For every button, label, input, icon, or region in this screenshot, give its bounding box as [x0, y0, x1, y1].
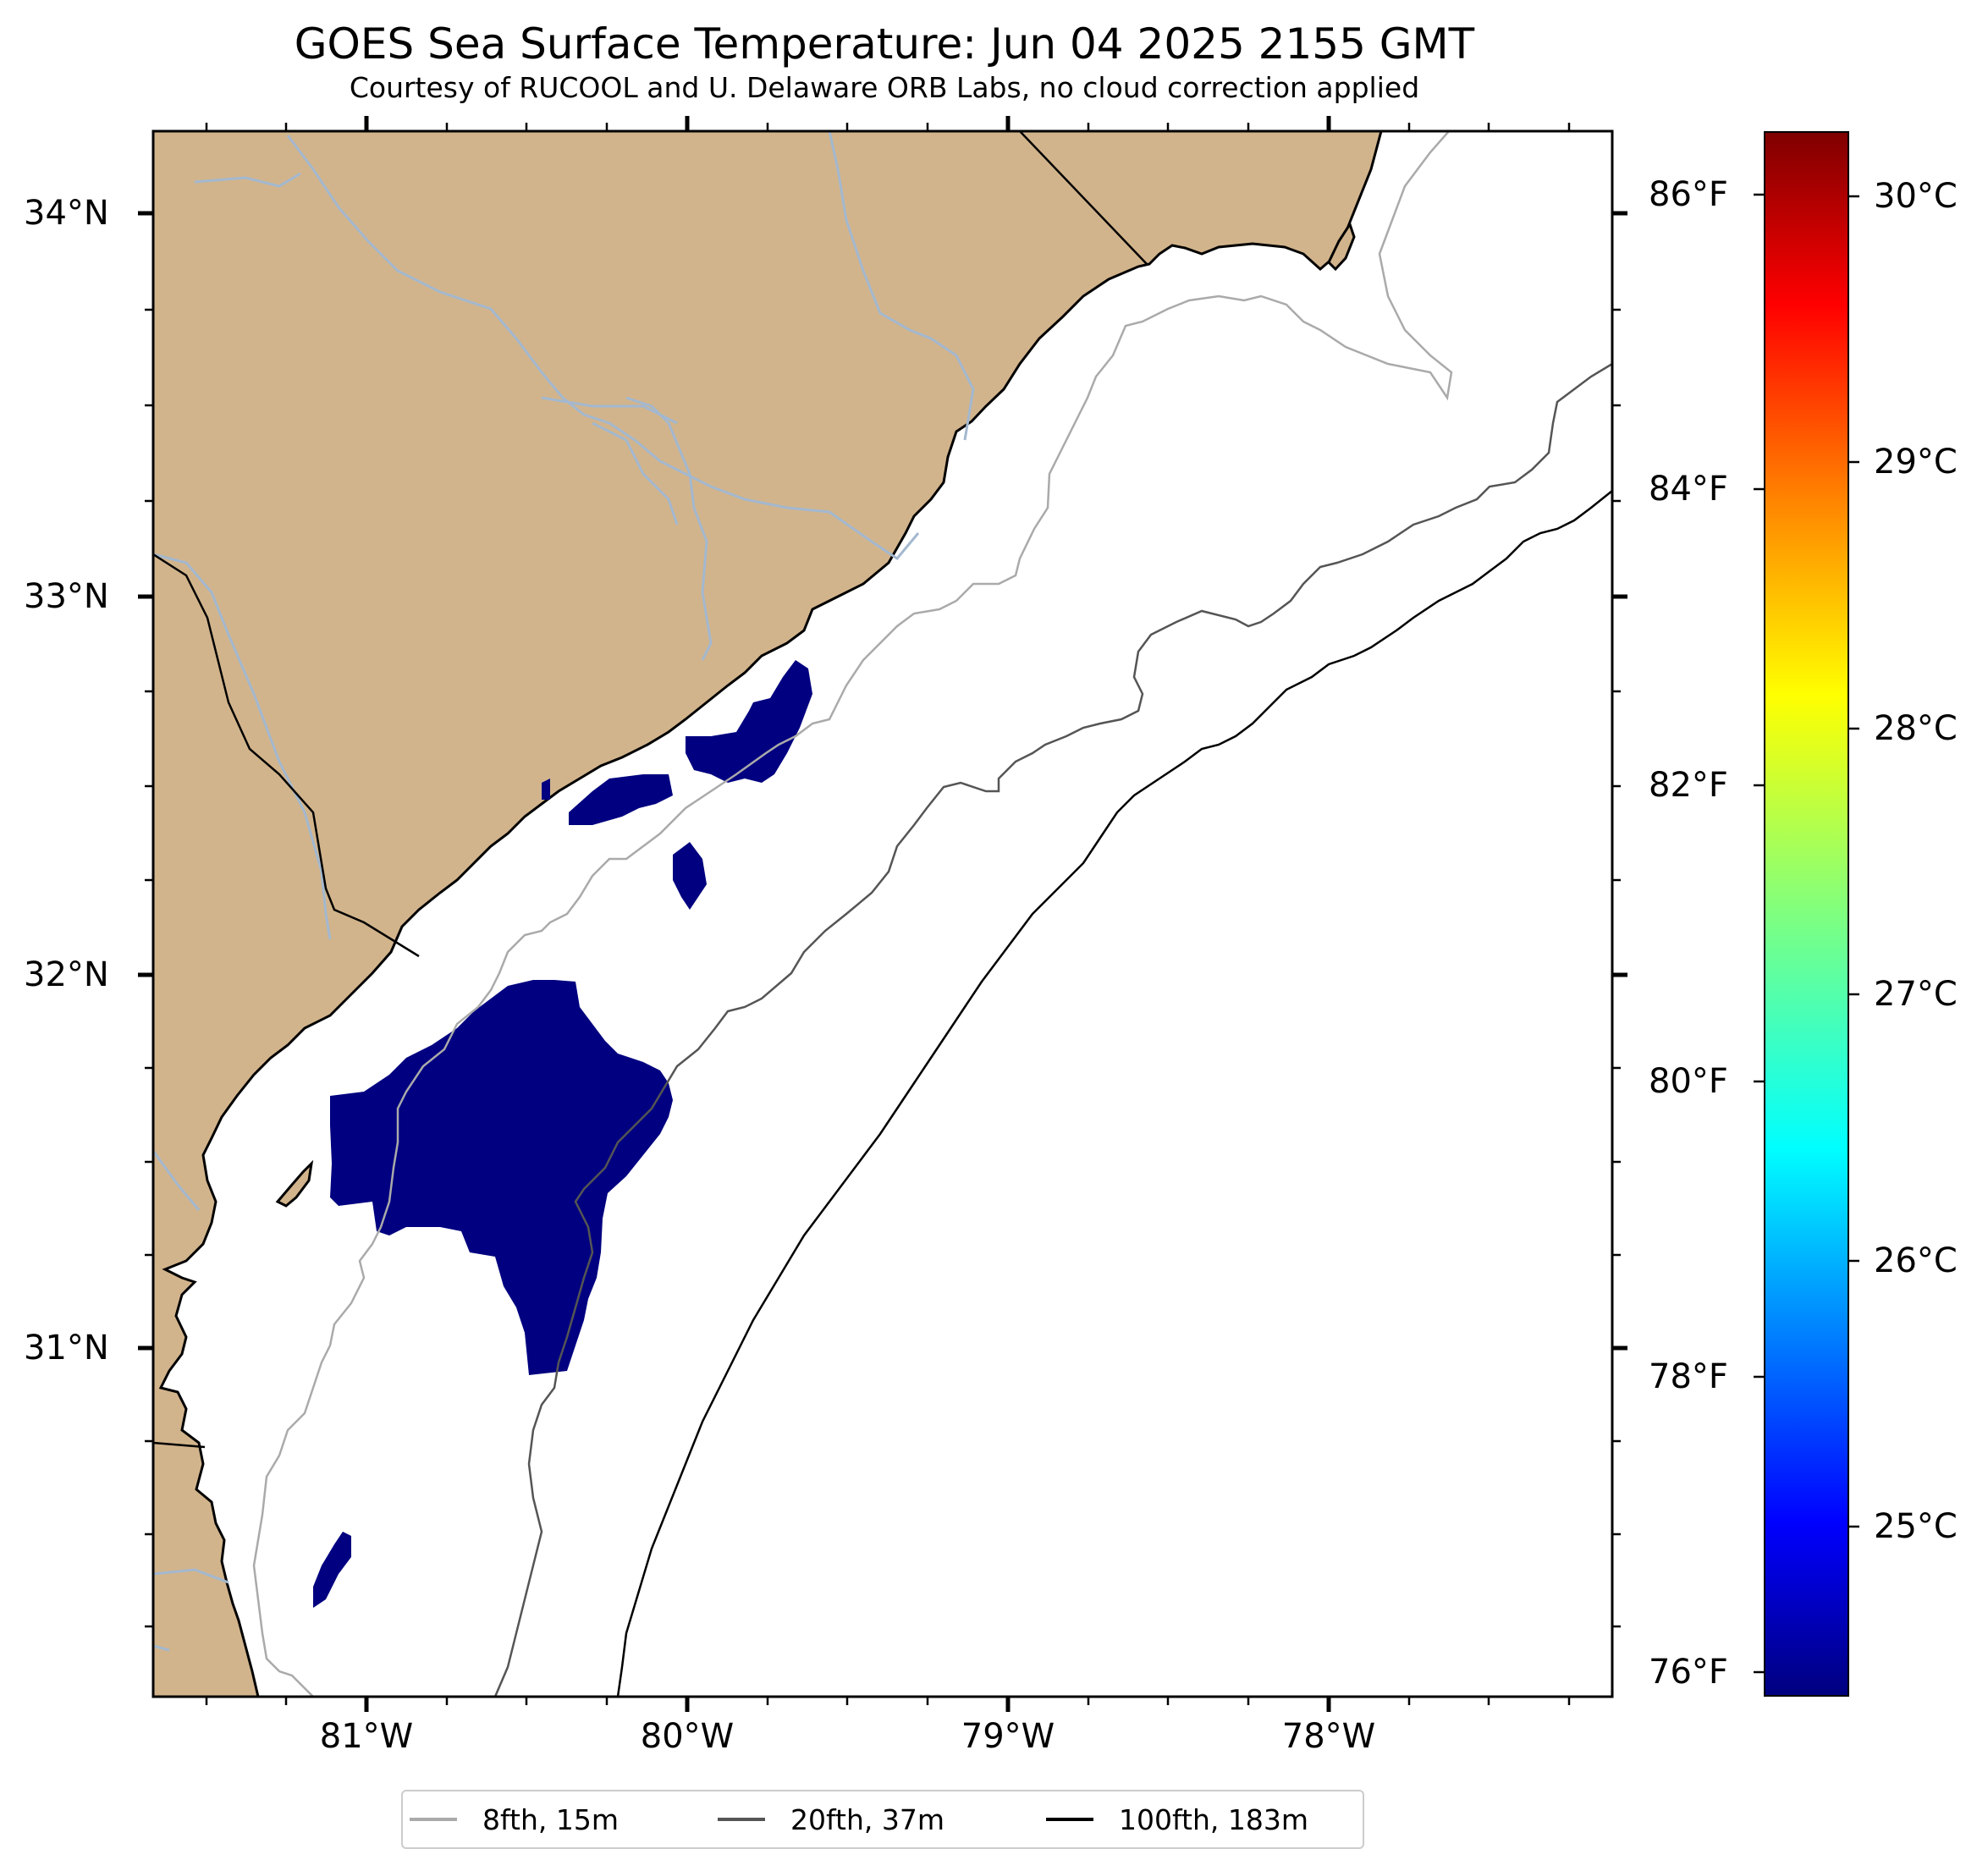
- lon-label-81: 81°W: [319, 1717, 414, 1756]
- isobath-20fth: [493, 362, 1612, 1697]
- map-subtitle: Courtesy of RUCOOL and U. Delaware ORB L…: [349, 71, 1420, 104]
- celsius-label-28: 28°C: [1874, 709, 1958, 748]
- fahrenheit-label-78: 78°F: [1649, 1357, 1728, 1396]
- map-frame: [151, 129, 1614, 1698]
- fahrenheit-label-86: 86°F: [1649, 175, 1728, 214]
- lat-label-33: 33°N: [24, 577, 109, 616]
- lon-label-80: 80°W: [640, 1717, 735, 1756]
- fahrenheit-label-84: 84°F: [1649, 470, 1728, 509]
- lat-label-34: 34°N: [24, 194, 109, 233]
- island: [1327, 221, 1356, 272]
- rivers: [153, 131, 975, 1652]
- lat-label-31: 31°N: [24, 1329, 109, 1367]
- fahrenheit-label-82: 82°F: [1649, 766, 1728, 805]
- land-area: [153, 131, 1383, 1697]
- celsius-label-26: 26°C: [1874, 1241, 1958, 1280]
- lon-label-79: 79°W: [961, 1717, 1055, 1756]
- celsius-label-29: 29°C: [1874, 443, 1958, 482]
- legend-label-8fth: 8fth, 15m: [482, 1802, 620, 1836]
- isobath-100fth: [616, 490, 1612, 1697]
- legend-item-20fth: 20fth, 37m: [718, 1791, 944, 1847]
- lat-label-32: 32°N: [24, 955, 109, 994]
- legend-swatch-8fth: [410, 1818, 457, 1821]
- legend-item-8fth: 8fth, 15m: [410, 1791, 619, 1847]
- celsius-label-27: 27°C: [1874, 975, 1958, 1014]
- legend-item-100fth: 100fth, 183m: [1046, 1791, 1308, 1847]
- lon-label-78: 78°W: [1281, 1717, 1376, 1756]
- isobath-8fth: [252, 131, 1453, 1697]
- state-borders: [153, 131, 1148, 1449]
- island: [275, 1159, 314, 1208]
- fahrenheit-label-80: 80°F: [1649, 1062, 1728, 1101]
- map-title: GOES Sea Surface Temperature: Jun 04 202…: [294, 19, 1475, 69]
- legend-swatch-20fth: [718, 1818, 765, 1821]
- temperature-colorbar: [1764, 131, 1849, 1697]
- celsius-label-30: 30°C: [1874, 177, 1958, 216]
- legend-label-20fth: 20fth, 37m: [790, 1802, 944, 1836]
- colorbar-ticks: [1754, 193, 1859, 1674]
- legend-swatch-100fth: [1046, 1818, 1093, 1821]
- major-ticks: [138, 116, 1627, 1712]
- celsius-label-25: 25°C: [1874, 1507, 1958, 1546]
- fahrenheit-label-76: 76°F: [1649, 1653, 1728, 1692]
- isobath-legend: 8fth, 15m 20fth, 37m 100fth, 183m: [401, 1790, 1364, 1849]
- minor-ticks: [145, 123, 1621, 1705]
- legend-label-100fth: 100fth, 183m: [1119, 1802, 1308, 1836]
